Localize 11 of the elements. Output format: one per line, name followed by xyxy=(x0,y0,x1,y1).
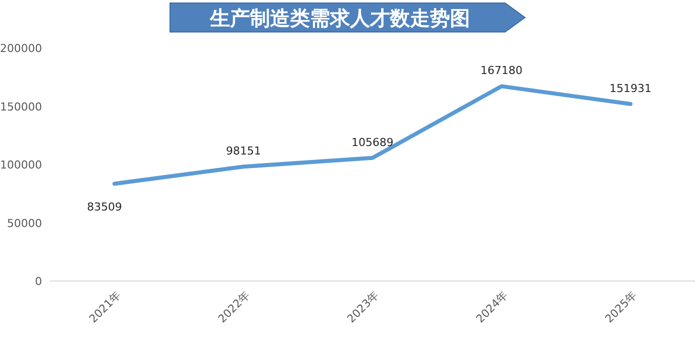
data-label: 151931 xyxy=(610,82,652,95)
y-tick-label: 50000 xyxy=(7,216,42,230)
y-tick-label: 200000 xyxy=(0,42,42,55)
y-tick-label: 100000 xyxy=(0,158,42,172)
chart-title: 生产制造类需求人才数走势图 xyxy=(209,6,470,30)
data-label: 98151 xyxy=(226,144,261,158)
y-tick-label: 150000 xyxy=(0,100,42,114)
data-label: 167180 xyxy=(480,64,522,78)
y-tick-label: 0 xyxy=(35,275,42,288)
data-label: 105689 xyxy=(352,136,394,149)
data-label: 83509 xyxy=(87,200,122,214)
